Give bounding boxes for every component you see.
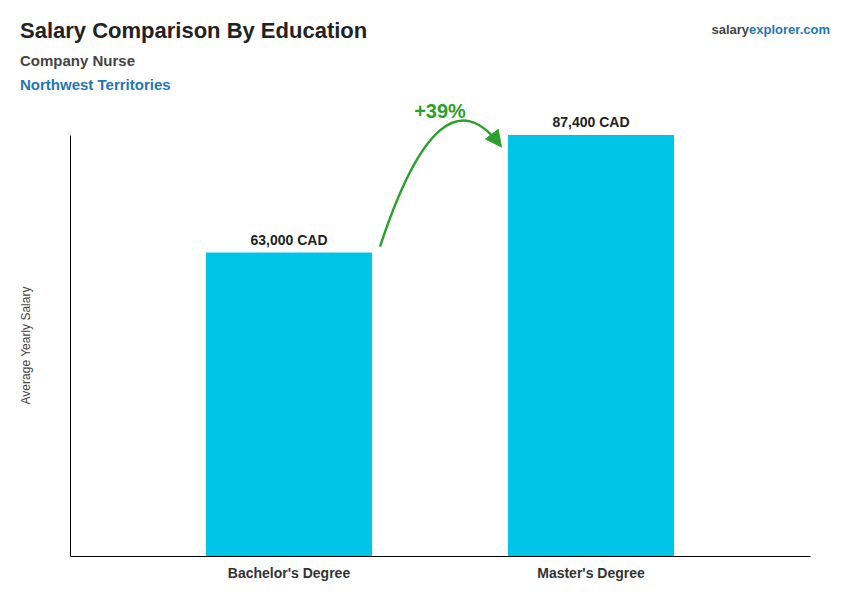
region-label: Northwest Territories xyxy=(20,76,171,93)
x-tick-label: Bachelor's Degree xyxy=(228,565,351,581)
plot: Bachelor's Degree Master's Degree 63,000 C… xyxy=(71,100,811,581)
chart-container: Bachelor's Degree Master's Degree 63,000 C… xyxy=(0,0,850,606)
chart-svg: Bachelor's Degree Master's Degree 63,000 C… xyxy=(0,0,850,606)
website-part: explorer.com xyxy=(749,22,830,37)
data-label: 87,400 CAD xyxy=(552,114,629,130)
change-label: +39% xyxy=(414,100,466,122)
x-tick-label: Master's Degree xyxy=(537,565,645,581)
title: Salary Comparison By Education xyxy=(20,18,367,43)
x-tick: Master's Degree xyxy=(537,565,645,581)
y-axis-line xyxy=(70,136,71,557)
subtitle: Company Nurse xyxy=(20,52,135,69)
x-axis-line xyxy=(71,556,811,557)
change-arrow xyxy=(380,121,500,247)
bars xyxy=(206,135,674,556)
website: salaryexplorer.com xyxy=(711,22,830,37)
bar xyxy=(508,135,674,556)
y-axis-title: Average Yearly Salary xyxy=(19,287,33,405)
y-axis xyxy=(70,136,71,557)
x-axis: Bachelor's Degree Master's Degree xyxy=(71,557,811,581)
bar xyxy=(206,253,372,556)
website-part: salary xyxy=(711,22,749,37)
x-tick: Bachelor's Degree xyxy=(228,565,351,581)
data-label: 63,000 CAD xyxy=(250,232,327,248)
